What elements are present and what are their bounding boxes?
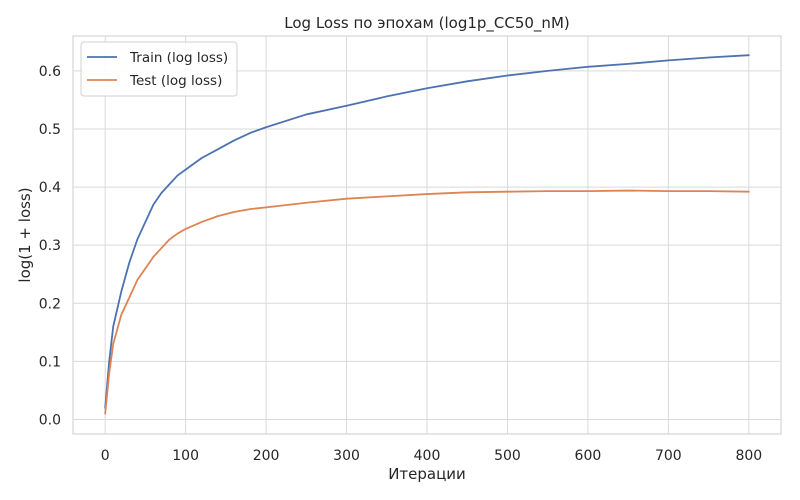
legend-test-label: Test (log loss) [129, 73, 222, 89]
y-tick-label: 0.3 [39, 238, 61, 254]
y-tick-label: 0.5 [39, 122, 61, 138]
legend: Train (log loss) Test (log loss) [80, 41, 238, 97]
chart-title: Log Loss по эпохам (log1p_CC50_nM) [284, 14, 569, 33]
y-tick-labels: 0.0 0.1 0.2 0.3 0.4 0.5 0.6 [39, 64, 61, 429]
x-tick-label: 800 [735, 448, 762, 464]
y-tick-label: 0.0 [39, 412, 61, 428]
y-tick-label: 0.4 [39, 180, 61, 196]
x-tick-label: 400 [414, 448, 441, 464]
y-axis-label: log(1 + loss) [16, 187, 34, 282]
y-tick-label: 0.2 [39, 296, 61, 312]
x-tick-label: 100 [172, 448, 199, 464]
series-lines [104, 54, 750, 415]
x-tick-labels: 0 100 200 300 400 500 600 700 800 [101, 448, 762, 464]
y-tick-label: 0.1 [39, 354, 61, 370]
x-tick-label: 700 [655, 448, 682, 464]
x-tick-label: 0 [101, 448, 110, 464]
x-axis-label: Итерации [388, 465, 466, 483]
x-tick-label: 500 [494, 448, 521, 464]
grid-lines [73, 36, 781, 434]
x-tick-label: 300 [333, 448, 360, 464]
y-tick-label: 0.6 [39, 64, 61, 80]
series-line-train [104, 54, 750, 409]
legend-train-label: Train (log loss) [129, 50, 228, 66]
legend-box [80, 41, 238, 97]
series-line-test [104, 189, 750, 415]
x-tick-label: 200 [253, 448, 280, 464]
x-tick-label: 600 [575, 448, 602, 464]
